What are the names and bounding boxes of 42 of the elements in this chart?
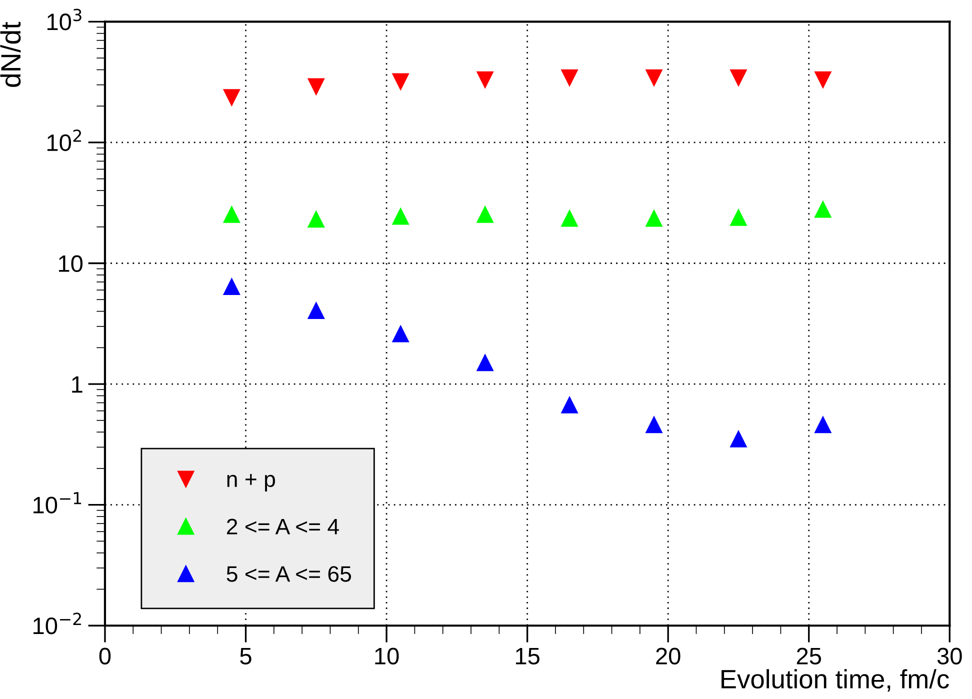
point <box>308 78 324 95</box>
point <box>476 71 494 88</box>
point <box>646 416 662 434</box>
y-axis-title: dN/dt <box>0 22 21 87</box>
y-tick-label: 1 <box>72 376 82 393</box>
y-tick-label: 10$^{−1}$ <box>34 492 82 514</box>
legend-label: 5 <= A <= 65 <box>226 566 351 582</box>
x-tick-label: 15 <box>516 648 540 664</box>
x-tick-label: 25 <box>796 648 822 664</box>
x-tick-label: 5 <box>240 648 252 664</box>
x-tick-label: 20 <box>656 648 680 664</box>
point <box>646 69 662 86</box>
x-tick-label: 10 <box>375 648 399 664</box>
y-tick-label: 10$^{2}$ <box>47 130 82 152</box>
point <box>308 302 324 319</box>
point <box>476 206 494 223</box>
y-tick-label: 10 <box>58 255 83 272</box>
point <box>223 206 240 223</box>
legend-label: n + p <box>227 474 275 492</box>
point <box>730 69 747 86</box>
legend-label: 2 <= A <= 4 <box>226 518 339 534</box>
point <box>730 209 747 226</box>
point <box>476 354 494 372</box>
point <box>646 210 662 227</box>
point <box>392 73 409 90</box>
point <box>223 278 240 295</box>
x-tick-label: 0 <box>99 648 111 664</box>
point <box>561 396 578 414</box>
x-tick-label: 30 <box>937 648 962 664</box>
point <box>814 416 832 434</box>
point <box>392 326 409 342</box>
point <box>561 210 578 227</box>
point <box>392 208 409 225</box>
point <box>561 69 578 86</box>
point <box>814 71 832 88</box>
point <box>814 201 832 218</box>
y-tick-label: 10$^{3}$ <box>47 8 82 30</box>
point <box>730 430 747 448</box>
point <box>308 210 324 228</box>
point <box>223 89 240 106</box>
x-axis-title: Evolution time, fm/c <box>722 669 949 692</box>
y-tick-label: 10$^{−2}$ <box>34 612 81 634</box>
